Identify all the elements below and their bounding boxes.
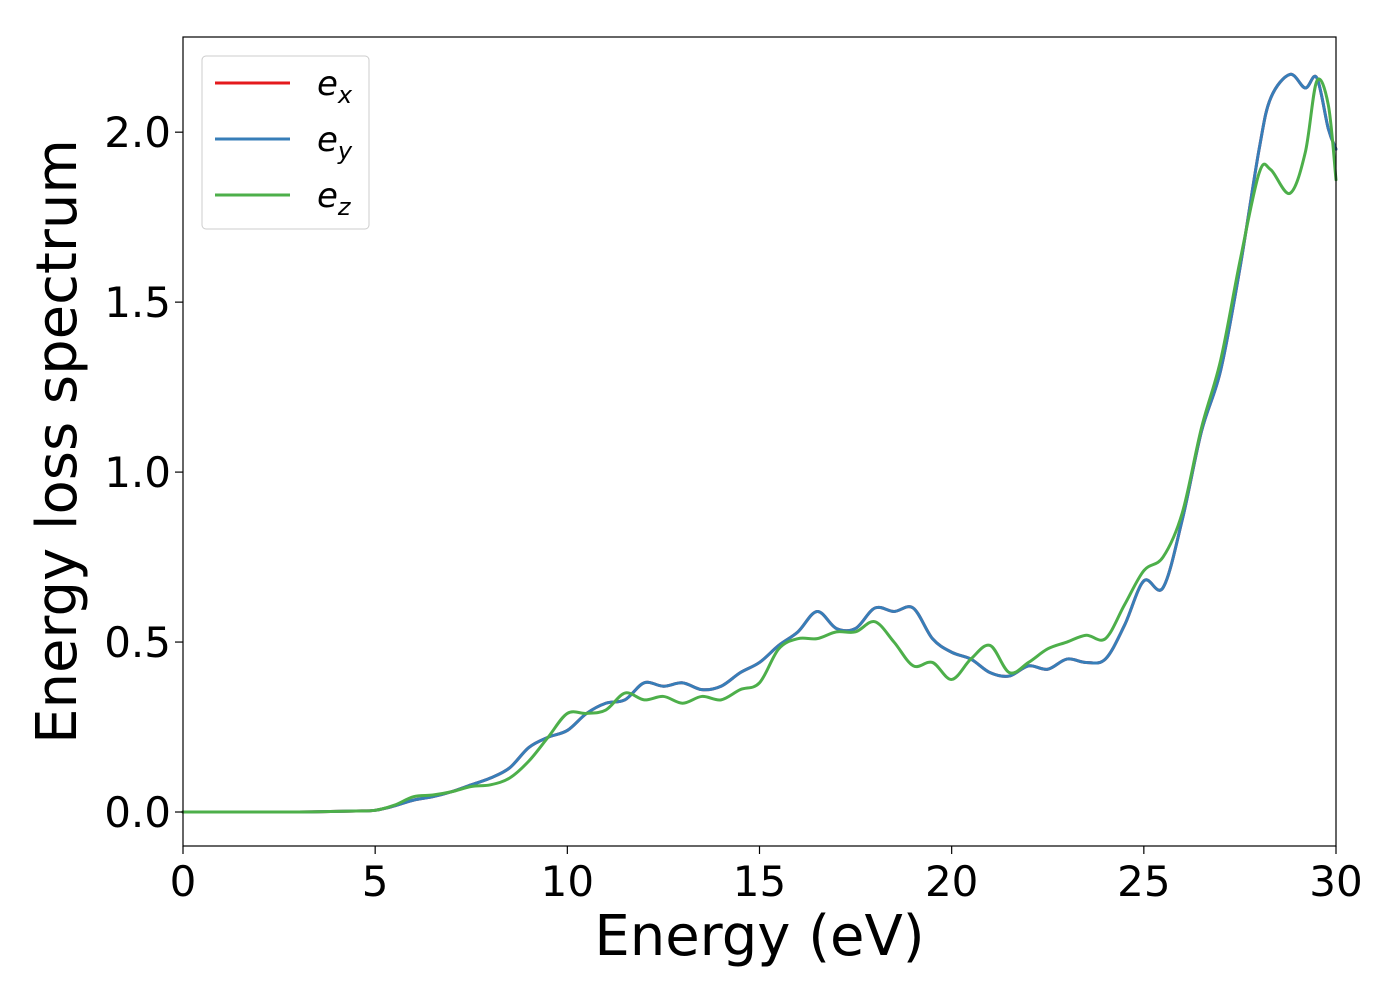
y-tick-label: 0.0 <box>104 788 171 837</box>
y-axis: 0.0 0.5 1.0 1.5 2.0 <box>104 108 183 837</box>
y-tick-label: 2.0 <box>104 108 171 157</box>
legend: ex ey ez <box>201 55 370 230</box>
x-axis-title: Energy (eV) <box>594 904 924 969</box>
series-layer <box>181 72 1338 814</box>
legend-label-z: ez <box>317 176 352 221</box>
x-tick-label: 15 <box>733 857 786 906</box>
x-tick-label: 10 <box>541 857 594 906</box>
x-tick-label: 25 <box>1117 857 1170 906</box>
y-tick-label: 1.5 <box>104 278 171 327</box>
x-tick-label: 0 <box>170 857 197 906</box>
x-tick-label: 20 <box>925 857 978 906</box>
x-tick-label: 5 <box>362 857 389 906</box>
legend-label-x: ex <box>317 64 353 109</box>
y-tick-label: 1.0 <box>104 448 171 497</box>
x-axis: 0 5 10 15 20 25 30 <box>170 846 1363 906</box>
legend-box <box>201 55 370 230</box>
legend-label-y: ey <box>317 120 353 165</box>
series-line-z <box>181 77 1338 814</box>
y-tick-label: 0.5 <box>104 618 171 667</box>
y-axis-title: Energy loss spectrum <box>25 139 90 744</box>
x-tick-label: 30 <box>1309 857 1362 906</box>
